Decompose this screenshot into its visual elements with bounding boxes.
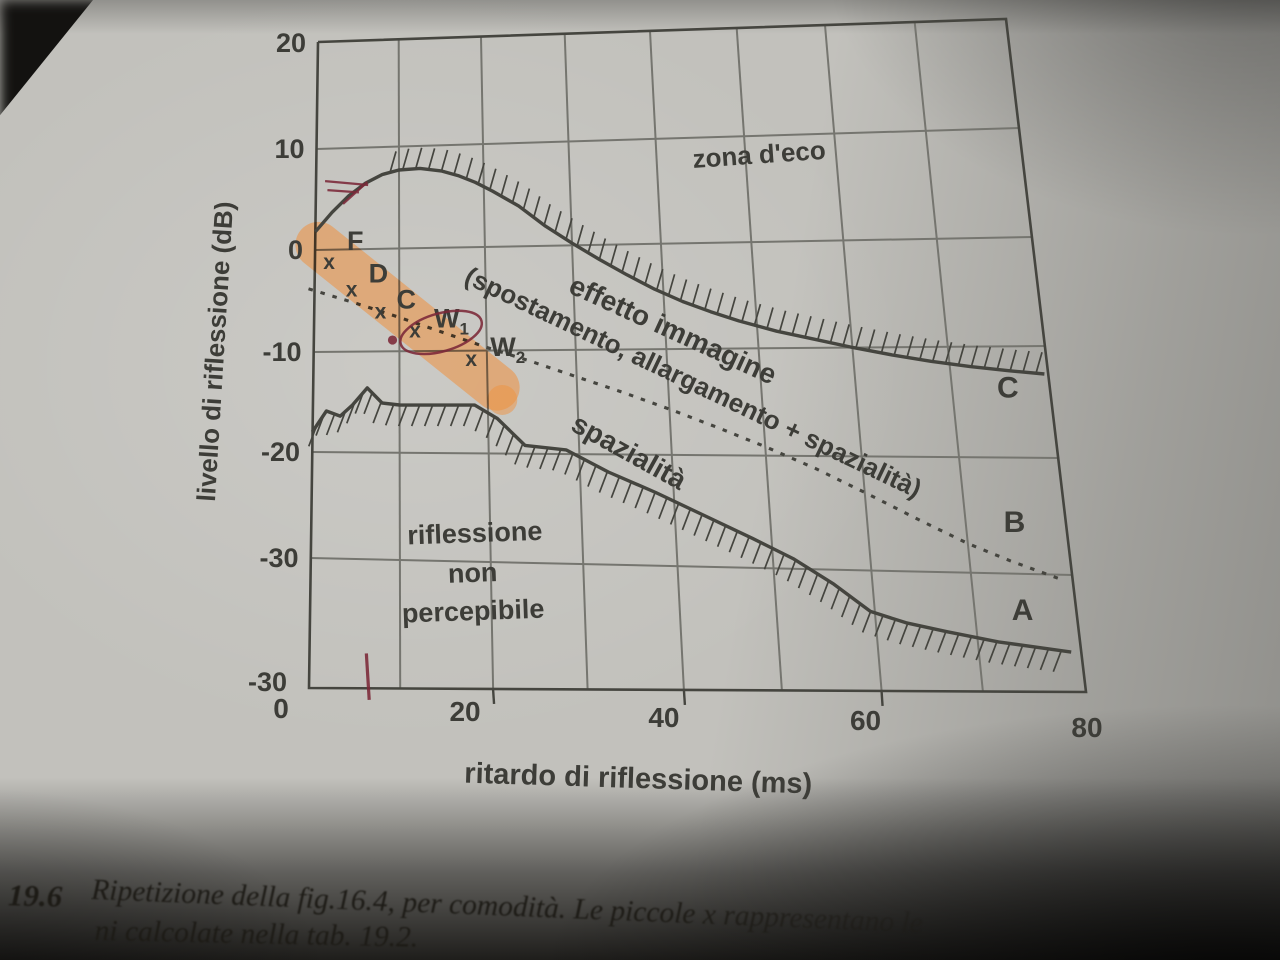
svg-text:C: C xyxy=(396,284,416,314)
hatch-C xyxy=(389,147,1043,374)
y-tick-label: -10 xyxy=(262,337,301,367)
x-tick-label: 60 xyxy=(850,705,881,736)
x-axis-title: ritardo di riflessione (ms) xyxy=(464,758,813,801)
zone-label: zona d'eco xyxy=(692,135,827,174)
x-tick-label: 40 xyxy=(648,702,679,733)
zone-label: (spostamento, allargamento + spazialità) xyxy=(460,261,926,504)
marker-W1: x W1 xyxy=(409,304,469,343)
figure-number: 19.6 xyxy=(7,877,63,914)
pen-circle-around-W1 xyxy=(399,309,484,356)
x-tick-label: 80 xyxy=(1071,712,1102,743)
y-tick-label: 20 xyxy=(276,28,306,58)
highlighter-band xyxy=(295,221,520,415)
svg-text:x: x xyxy=(323,251,335,274)
plot-border xyxy=(307,17,1088,694)
svg-text:x: x xyxy=(375,300,387,323)
svg-text:x: x xyxy=(346,278,358,301)
curve-label-B: B xyxy=(1004,506,1026,539)
y-tick-label: -20 xyxy=(261,437,300,467)
zone-label: percepibile xyxy=(401,594,545,629)
y-tick-label: -30 xyxy=(248,667,287,697)
pen-dot xyxy=(387,335,398,345)
curve-A xyxy=(310,386,1072,654)
y-tick-label: 10 xyxy=(274,134,304,164)
figure-caption-line2: ni calcolate nella tab. 19.2. xyxy=(94,915,419,954)
y-tick-label: 0 xyxy=(288,235,303,265)
svg-text:F: F xyxy=(347,226,364,256)
pen-scribble xyxy=(324,179,369,187)
pen-axis-tick xyxy=(364,653,371,701)
marker-D: xD xyxy=(346,258,388,301)
svg-text:D: D xyxy=(369,258,389,288)
marker-F: xF xyxy=(323,226,363,274)
curve-label-C: C xyxy=(997,372,1019,405)
zone-label: non xyxy=(447,557,498,589)
pen-scribble xyxy=(327,188,360,194)
pen-annotations xyxy=(324,179,484,701)
zone-label: riflessione xyxy=(407,516,543,551)
y-tick-label: -30 xyxy=(259,543,298,573)
svg-text:W1: W1 xyxy=(434,304,469,339)
svg-text:W2: W2 xyxy=(490,332,525,367)
svg-text:x: x xyxy=(465,348,477,371)
pen-scribble xyxy=(342,181,369,205)
y-axis-title: livello di riflessione (dB) xyxy=(191,201,239,503)
x-tick-label: 20 xyxy=(449,696,480,727)
curve-label-A: A xyxy=(1012,594,1034,627)
hatch-A xyxy=(307,392,1063,673)
x-tick-label: 0 xyxy=(273,693,289,724)
